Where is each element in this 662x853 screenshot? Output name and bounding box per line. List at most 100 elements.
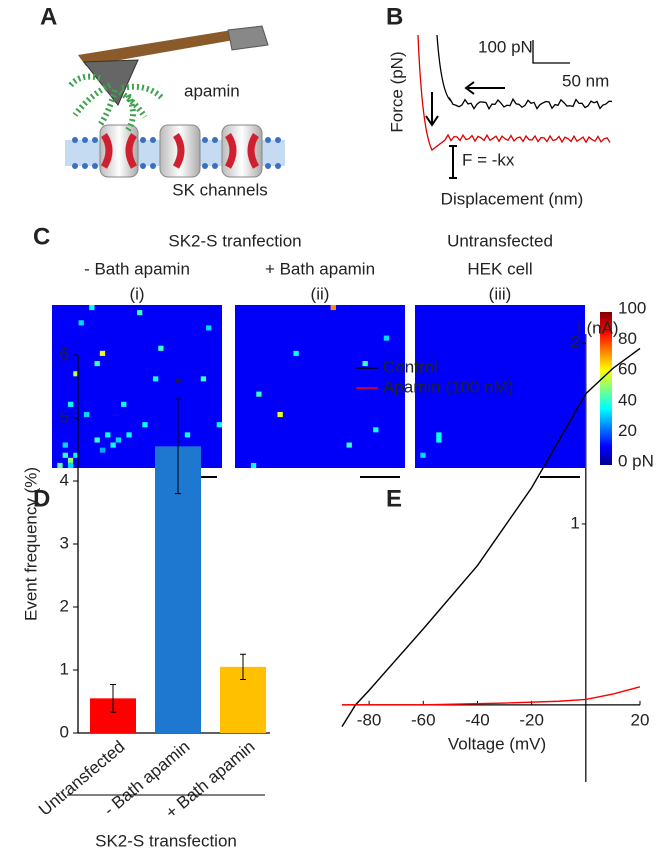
panel-label: A bbox=[40, 3, 57, 30]
equation: F = -kx bbox=[462, 150, 515, 169]
error-bar bbox=[175, 398, 181, 495]
afm-illustration bbox=[65, 25, 285, 178]
y-tick-label: 1 bbox=[570, 513, 579, 532]
heatmap-cell bbox=[121, 401, 127, 407]
colorbar-tick-label: 100 bbox=[618, 298, 646, 317]
axis-label: Voltage (mV) bbox=[448, 734, 546, 753]
line-series bbox=[341, 347, 641, 727]
significance: * bbox=[175, 375, 182, 394]
heatmap-cell bbox=[94, 361, 100, 367]
apamin-tethers bbox=[67, 73, 165, 132]
map-label: (iii) bbox=[489, 284, 512, 303]
tip bbox=[82, 59, 139, 106]
x-tick-label: -80 bbox=[357, 710, 382, 729]
heatmap-cell bbox=[73, 452, 79, 458]
colorbar-tick-label: 0 pN bbox=[618, 451, 654, 470]
label: apamin bbox=[184, 81, 240, 100]
heatmap-cell bbox=[330, 305, 336, 311]
heatmap-cell bbox=[126, 432, 132, 438]
y-tick-label: 4 bbox=[60, 470, 69, 489]
heatmap-cell bbox=[89, 305, 95, 311]
axis-label: I (nA) bbox=[577, 318, 619, 337]
colorbar-tick-label: 20 bbox=[618, 421, 637, 440]
heatmap-cell bbox=[94, 437, 100, 443]
heatmap-cell bbox=[436, 437, 442, 443]
label: SK channels bbox=[172, 180, 267, 199]
y-tick-label: 2 bbox=[570, 333, 579, 352]
legend-label: Apamin (100 nM) bbox=[383, 377, 513, 396]
y-tick-label: 6 bbox=[60, 344, 69, 363]
heatmap-cell bbox=[62, 442, 68, 448]
x-tick-label: -20 bbox=[519, 710, 544, 729]
heatmap-cell bbox=[436, 432, 442, 438]
panel-label: C bbox=[33, 223, 50, 250]
heatmap-cell bbox=[373, 427, 379, 433]
panel-label: B bbox=[386, 3, 403, 30]
y-tick-label: 2 bbox=[60, 596, 69, 615]
y-tick-label: 5 bbox=[60, 407, 69, 426]
heatmap-cell bbox=[78, 320, 84, 326]
heatmap-cell bbox=[110, 442, 116, 448]
heatmap-background bbox=[52, 305, 222, 468]
x-tick-label: -40 bbox=[465, 710, 490, 729]
y-tick-label: 0 bbox=[60, 722, 69, 741]
heatmap-cell bbox=[137, 310, 143, 316]
map-title: - Bath apamin bbox=[84, 259, 190, 278]
axis-label: Event frequency (%) bbox=[21, 467, 40, 621]
line-series bbox=[342, 686, 641, 706]
heatmap-cell bbox=[420, 452, 426, 458]
x-tick-label: -60 bbox=[411, 710, 436, 729]
y-tick-label: 3 bbox=[60, 533, 69, 552]
group-label: SK2-S transfection bbox=[95, 831, 237, 850]
colorbar bbox=[600, 312, 612, 465]
axis-label: Displacement (nm) bbox=[441, 189, 584, 208]
heatmap-cell bbox=[67, 462, 74, 468]
colorbar-tick-label: 60 bbox=[618, 360, 637, 379]
chip bbox=[227, 25, 269, 51]
heatmap-cell bbox=[206, 325, 212, 331]
heatmap-cell bbox=[105, 432, 111, 438]
heatmap-cell bbox=[99, 350, 106, 356]
x-tick-label: 20 bbox=[631, 710, 650, 729]
scale-label: 100 pN bbox=[478, 37, 533, 56]
heatmap-cell bbox=[200, 376, 207, 382]
heatmap-cell bbox=[73, 371, 79, 377]
heatmap-cell bbox=[362, 361, 368, 367]
heatmap-cell bbox=[158, 345, 164, 351]
panel-label: E bbox=[386, 485, 402, 512]
map-title: Untransfected bbox=[447, 231, 553, 250]
heatmap-cell bbox=[57, 462, 63, 468]
heatmap-cell bbox=[142, 422, 148, 428]
heatmap-background bbox=[415, 305, 585, 468]
axis-label: Force (pN) bbox=[387, 51, 406, 132]
heatmap-cell bbox=[216, 422, 222, 428]
colorbar-tick-label: 40 bbox=[618, 390, 637, 409]
heatmap-cell bbox=[346, 442, 352, 448]
heatmap-cell bbox=[152, 376, 159, 382]
map-label: (ii) bbox=[311, 284, 330, 303]
heatmap-cell bbox=[250, 462, 257, 468]
heatmap-cell bbox=[67, 401, 74, 407]
colorbar-tick-label: 80 bbox=[618, 329, 637, 348]
error-bar bbox=[240, 653, 246, 680]
heatmap-cell bbox=[67, 457, 74, 463]
force-curve-illustration bbox=[417, 34, 613, 179]
heatmap-cell bbox=[62, 452, 68, 458]
scale-label: 50 nm bbox=[562, 71, 609, 90]
membrane bbox=[65, 124, 285, 178]
y-tick-label: 1 bbox=[60, 659, 69, 678]
legend-label: Control bbox=[383, 357, 438, 376]
heatmap-cell bbox=[99, 447, 106, 453]
cantilever bbox=[78, 30, 234, 66]
heatmap-cell bbox=[277, 411, 283, 418]
heatmap-cell bbox=[115, 437, 122, 443]
heatmap-cell bbox=[256, 391, 262, 397]
group-title: SK2-S tranfection bbox=[168, 231, 301, 250]
heatmap-cell bbox=[184, 432, 191, 438]
bar bbox=[155, 446, 201, 733]
heatmap-background bbox=[235, 305, 405, 468]
panel-label: D bbox=[33, 485, 50, 512]
map-title: HEK cell bbox=[467, 259, 532, 278]
map-label: (i) bbox=[129, 284, 144, 303]
